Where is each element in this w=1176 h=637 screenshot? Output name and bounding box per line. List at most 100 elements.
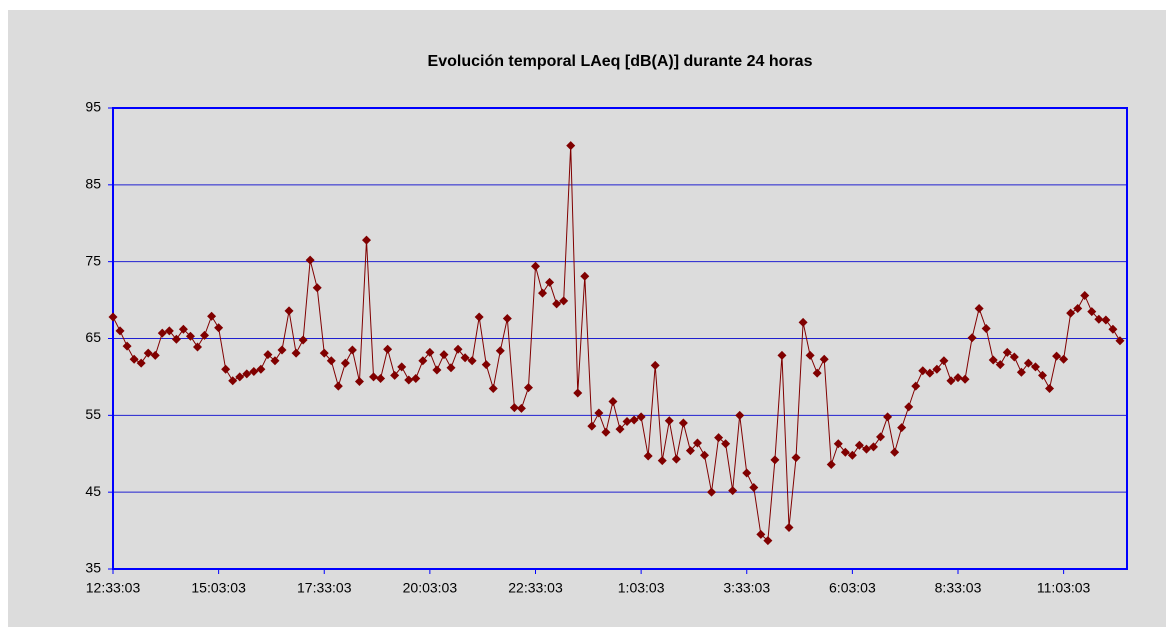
marker bbox=[228, 376, 238, 386]
marker bbox=[580, 271, 590, 281]
marker bbox=[1052, 351, 1062, 361]
marker bbox=[502, 314, 512, 324]
marker bbox=[1002, 347, 1012, 357]
y-tick-label: 35 bbox=[85, 560, 101, 576]
marker bbox=[876, 432, 886, 442]
marker bbox=[453, 344, 463, 354]
marker bbox=[185, 331, 195, 341]
marker bbox=[376, 373, 386, 383]
x-tick-label: 22:33:03 bbox=[508, 580, 563, 596]
marker bbox=[200, 330, 210, 340]
marker bbox=[664, 416, 674, 426]
marker bbox=[770, 455, 780, 465]
marker bbox=[861, 444, 871, 454]
marker bbox=[263, 350, 273, 360]
marker bbox=[249, 367, 259, 377]
marker bbox=[326, 356, 336, 366]
marker bbox=[636, 412, 646, 422]
marker bbox=[692, 438, 702, 448]
marker bbox=[545, 277, 555, 287]
marker bbox=[157, 328, 167, 338]
marker bbox=[115, 326, 125, 336]
marker bbox=[615, 424, 625, 434]
marker bbox=[1094, 314, 1104, 324]
marker bbox=[284, 306, 294, 316]
marker bbox=[643, 451, 653, 461]
marker bbox=[397, 362, 407, 372]
marker bbox=[122, 341, 132, 351]
marker bbox=[1101, 315, 1111, 325]
marker bbox=[671, 454, 681, 464]
x-tick-label: 17:33:03 bbox=[297, 580, 352, 596]
marker bbox=[516, 403, 526, 413]
marker bbox=[650, 360, 660, 370]
marker bbox=[509, 403, 519, 413]
marker bbox=[488, 383, 498, 393]
marker bbox=[995, 360, 1005, 370]
x-tick-label: 15:03:03 bbox=[191, 580, 246, 596]
y-tick-label: 75 bbox=[85, 252, 101, 268]
marker bbox=[298, 335, 308, 345]
marker bbox=[439, 350, 449, 360]
marker bbox=[446, 363, 456, 373]
x-tick-label: 1:03:03 bbox=[618, 580, 665, 596]
marker bbox=[685, 446, 695, 456]
marker bbox=[256, 364, 266, 374]
marker bbox=[883, 412, 893, 422]
marker bbox=[1059, 354, 1069, 364]
marker bbox=[812, 368, 822, 378]
marker bbox=[777, 350, 787, 360]
marker bbox=[481, 360, 491, 370]
marker bbox=[277, 345, 287, 355]
marker bbox=[1087, 307, 1097, 317]
marker bbox=[460, 353, 470, 363]
marker bbox=[362, 235, 371, 245]
marker bbox=[678, 418, 688, 428]
chart-title: Evolución temporal LAeq [dB(A)] durante … bbox=[428, 53, 813, 70]
marker bbox=[700, 450, 709, 460]
marker bbox=[974, 304, 984, 314]
marker bbox=[404, 375, 414, 385]
marker bbox=[432, 365, 442, 375]
marker bbox=[207, 311, 217, 321]
marker bbox=[171, 334, 181, 344]
marker bbox=[1108, 324, 1118, 334]
marker bbox=[221, 364, 231, 374]
marker bbox=[798, 317, 808, 327]
marker bbox=[369, 372, 379, 382]
marker bbox=[629, 415, 639, 425]
marker bbox=[918, 366, 928, 376]
marker bbox=[347, 345, 357, 355]
marker bbox=[474, 312, 484, 322]
marker bbox=[1045, 383, 1055, 393]
marker bbox=[890, 447, 900, 457]
marker bbox=[178, 324, 188, 334]
marker bbox=[791, 453, 801, 463]
marker bbox=[657, 456, 667, 466]
marker bbox=[411, 373, 421, 383]
marker bbox=[523, 383, 533, 393]
marker bbox=[1016, 367, 1026, 377]
marker bbox=[756, 529, 766, 539]
x-tick-label: 6:03:03 bbox=[829, 580, 876, 596]
marker bbox=[869, 442, 878, 452]
marker bbox=[904, 402, 914, 412]
marker bbox=[383, 344, 393, 354]
marker bbox=[1038, 370, 1047, 380]
marker bbox=[1066, 308, 1076, 318]
plot-border bbox=[112, 107, 1128, 570]
y-tick-label: 45 bbox=[85, 483, 101, 499]
marker bbox=[291, 348, 301, 358]
marker bbox=[728, 486, 738, 496]
marker bbox=[164, 326, 174, 336]
marker bbox=[418, 356, 428, 366]
x-tick-label: 20:03:03 bbox=[403, 580, 458, 596]
marker bbox=[742, 468, 752, 478]
marker bbox=[946, 376, 956, 386]
y-tick-label: 95 bbox=[85, 99, 101, 115]
marker bbox=[721, 439, 731, 449]
x-tick-label: 3:33:03 bbox=[723, 580, 770, 596]
marker bbox=[847, 450, 857, 460]
marker bbox=[573, 388, 583, 398]
